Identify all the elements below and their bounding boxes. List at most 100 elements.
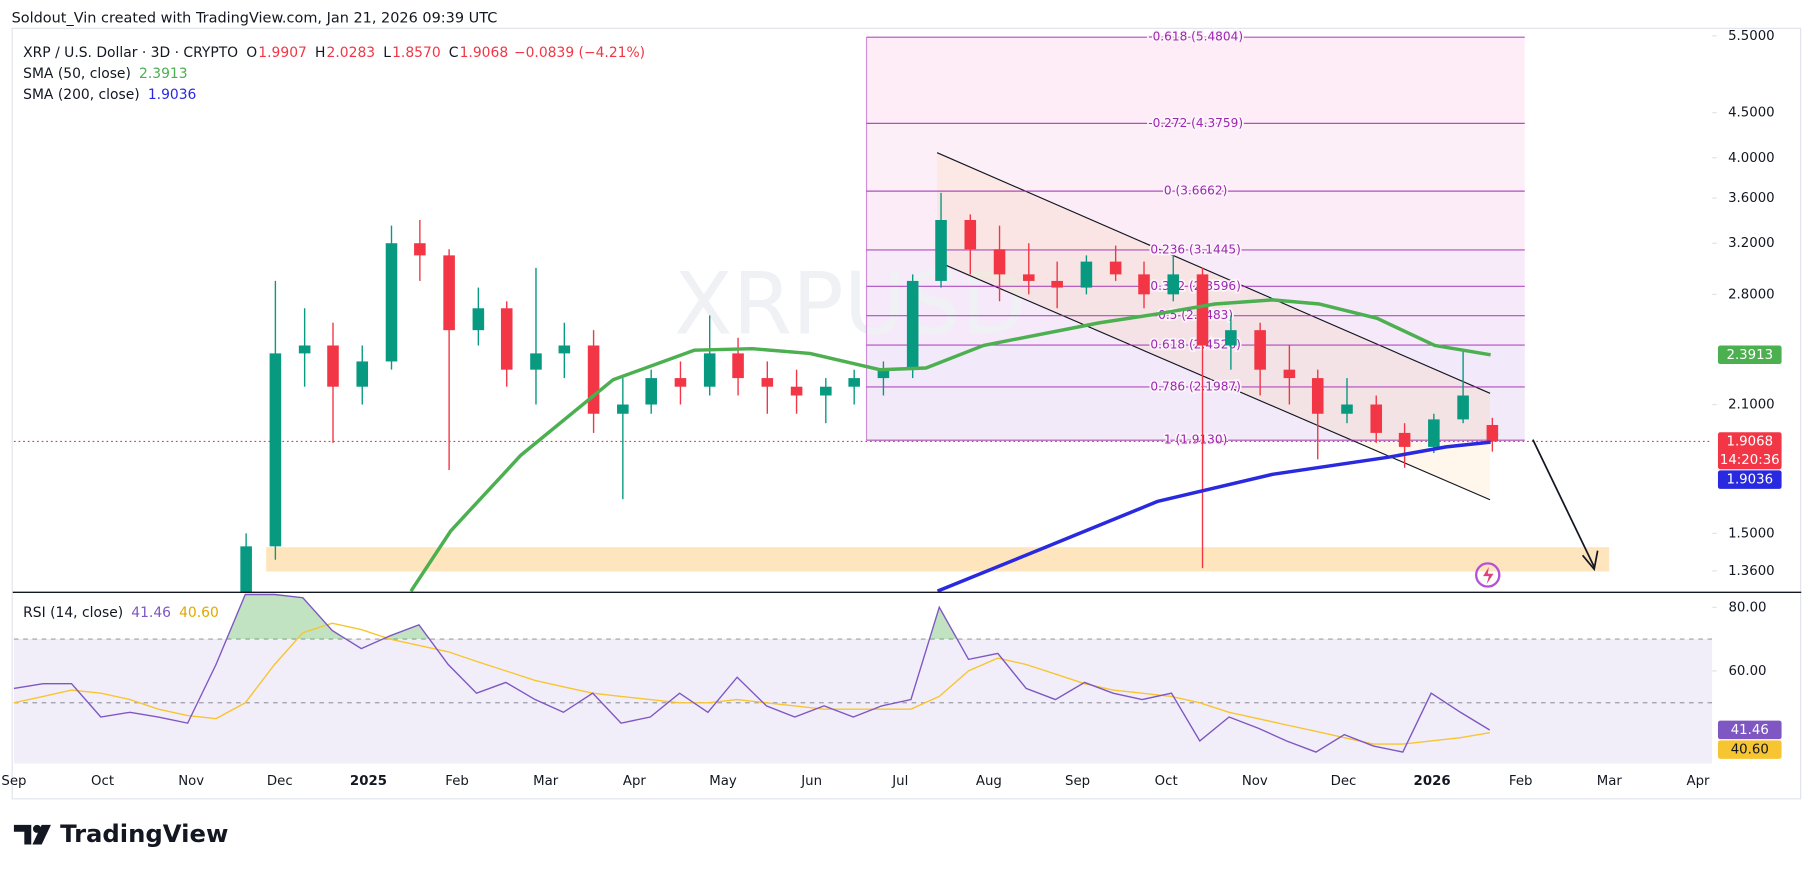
- x-tick-label: Feb: [1509, 774, 1533, 789]
- x-tick-label: Apr: [1686, 774, 1710, 789]
- change: −0.0839 (−4.21%): [514, 45, 645, 61]
- fib-band: [866, 345, 1525, 387]
- candle-body: [269, 353, 282, 547]
- rsi-title: RSI (14, close): [23, 605, 123, 621]
- price-tag: [1717, 470, 1782, 489]
- x-tick-label: Aug: [976, 774, 1002, 789]
- sma-line: [409, 298, 1491, 593]
- candle-body: [530, 353, 542, 370]
- fib-band: [866, 191, 1525, 250]
- main-pane: -0.618 (5.4804) -0.272 (4.3759) 0 (3.6662)…: [13, 28, 1713, 593]
- rsi-line: [13, 622, 1490, 745]
- fib-label: 1 (1.9130): [1164, 433, 1227, 447]
- candle-body: [1370, 404, 1383, 433]
- candle-body: [1283, 369, 1296, 379]
- candle-body: [1254, 330, 1266, 370]
- candle-body: [703, 353, 716, 387]
- candle-body: [1023, 274, 1035, 281]
- y-tick-label: 4.0000: [1728, 151, 1775, 166]
- y-tick-label: 2.8000: [1728, 287, 1775, 302]
- candle-body: [1486, 424, 1499, 442]
- candle-body: [298, 345, 311, 354]
- channel-lower: [936, 260, 1491, 501]
- y-tick-label: 2.1000: [1728, 398, 1775, 413]
- candle-body: [848, 378, 860, 387]
- x-tick-label: Oct: [1155, 774, 1178, 789]
- chart-frame: [11, 27, 1802, 800]
- candle-body: [500, 308, 513, 370]
- x-tick-label: Nov: [1242, 774, 1268, 789]
- candle-body: [1109, 261, 1122, 275]
- ohlc-key: L: [383, 45, 391, 61]
- price-tag-label: 1.9068: [1726, 434, 1773, 449]
- candle-body: [1398, 432, 1411, 447]
- axes: 5.5000 4.5000 4.0000 3.6000 3.2000 2.8000 2.10…: [1, 29, 1782, 789]
- countdown: 14:20:36: [1720, 453, 1780, 468]
- ohlc-key: O: [246, 45, 257, 61]
- candle-body: [964, 220, 977, 250]
- overbought-area: [226, 594, 958, 640]
- y-tick-label: 3.6000: [1728, 191, 1775, 206]
- symbol-legend: XRP / U.S. Dollar · 3D · CRYPTO O1.9907 H2…: [23, 45, 645, 61]
- rsi-band: [13, 639, 1713, 764]
- replay-bolt[interactable]: [1483, 566, 1494, 585]
- fib-label: 0.236 (3.1445): [1150, 242, 1240, 256]
- support-zone: [266, 547, 1610, 572]
- candle-body: [1311, 378, 1324, 414]
- rsi-legend: RSI (14, close) 41.46 40.60: [23, 605, 219, 621]
- sma-legend: SMA (50, close) 2.3913: [23, 66, 187, 82]
- candle-body: [906, 280, 919, 370]
- price-tag-label: 1.9036: [1726, 473, 1773, 488]
- attribution: Soldout_Vin created with TradingView.com…: [12, 11, 498, 27]
- candle-body: [790, 386, 803, 396]
- price-tag: [1717, 432, 1782, 470]
- y-tick-label: 1.5000: [1728, 526, 1775, 541]
- candle-body: [877, 369, 890, 379]
- price-tag-label: 2.3913: [1726, 348, 1773, 363]
- candle-body: [1225, 330, 1237, 346]
- candle-body: [558, 345, 571, 354]
- series-value: 1.9036: [148, 87, 197, 103]
- fib-band: [866, 286, 1525, 316]
- x-tick-label: 2026: [1414, 774, 1451, 789]
- candle-body: [1341, 404, 1353, 414]
- ohlc-value: 1.9907: [258, 45, 307, 61]
- candle-body: [645, 378, 657, 405]
- annotations: [1475, 439, 1599, 588]
- fib-band: [866, 249, 1525, 287]
- candle-body: [356, 361, 369, 387]
- candle-body: [1167, 274, 1180, 295]
- x-tick-label: Sep: [1065, 774, 1090, 789]
- x-tick-label: Mar: [533, 774, 559, 789]
- brand-name: TradingView: [60, 819, 228, 848]
- fib-band: [866, 123, 1525, 192]
- series-name: SMA (50, close): [23, 66, 131, 82]
- candle-body: [385, 243, 398, 362]
- legend: XRP / U.S. Dollar · 3D · CRYPTO O1.9907 H2…: [23, 45, 645, 621]
- candle-body: [935, 220, 947, 281]
- brand-logo: TradingView: [13, 819, 228, 848]
- rsi-pane: [13, 593, 1713, 764]
- y-tick-label: 1.3600: [1728, 564, 1775, 579]
- rsi-tag: [1717, 720, 1782, 740]
- arrow-head: [1581, 550, 1599, 572]
- x-tick-label: Nov: [178, 774, 204, 789]
- projection-arrow: [1532, 439, 1595, 568]
- x-tick-label: Jun: [800, 774, 822, 789]
- candle-body: [617, 404, 629, 414]
- replay-icon[interactable]: [1475, 562, 1501, 588]
- candle-body: [587, 345, 600, 414]
- candle-body: [1457, 395, 1469, 420]
- logo-slash: [32, 824, 51, 845]
- watermark: XRPUSD: [674, 255, 1027, 354]
- candle-body: [761, 378, 774, 387]
- fib-label: -0.618 (5.4804): [1148, 30, 1243, 44]
- rsi-line: [13, 593, 1491, 753]
- fib-label: -0.272 (4.3759): [1148, 116, 1243, 130]
- candle-body: [674, 378, 687, 387]
- candle-body: [327, 345, 339, 387]
- candle-body: [1196, 274, 1209, 346]
- y-tick-label: 3.2000: [1728, 236, 1775, 251]
- fib-band: [866, 386, 1525, 441]
- price-tag: [1717, 345, 1782, 365]
